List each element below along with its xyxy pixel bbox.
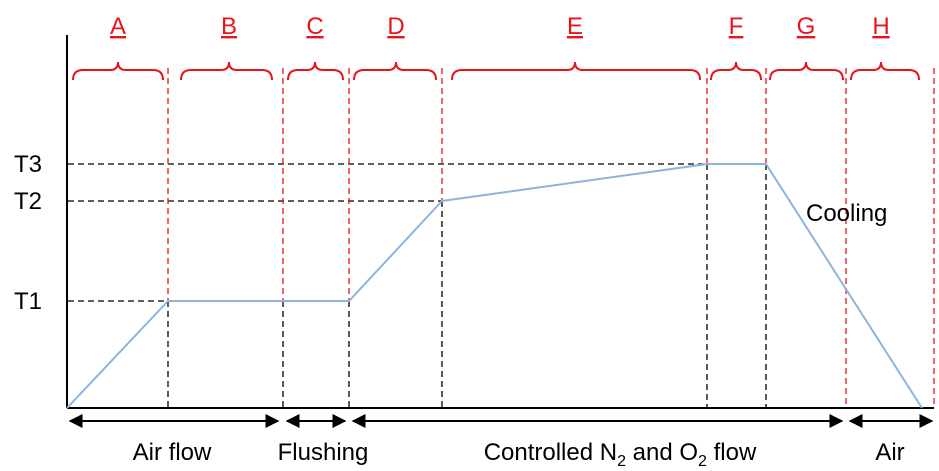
brace-f <box>710 61 762 81</box>
phase-label-controlled-main: Controlled N <box>484 439 617 466</box>
phase-label-controlled-mid: and O <box>626 439 698 466</box>
segment-letter-a: A <box>110 13 126 40</box>
phase-label-flushing: Flushing <box>278 439 369 466</box>
segment-letter-h: H <box>872 13 889 40</box>
cooling-label: Cooling <box>806 200 887 227</box>
brace-g <box>769 61 844 81</box>
phase-label-air-flow: Air flow <box>133 439 212 466</box>
segment-letter-g: G <box>797 13 816 40</box>
segment-braces <box>72 61 920 81</box>
temperature-profile-line <box>66 163 923 409</box>
phase-label-controlled-flow: Controlled N2 and O2 flow <box>484 439 757 470</box>
brace-a <box>72 61 164 81</box>
segment-letter-d: D <box>387 13 404 40</box>
segment-letter-b: B <box>221 13 237 40</box>
segment-boundaries <box>167 68 935 408</box>
segment-letter-c: C <box>306 13 323 40</box>
temp-label-t2: T2 <box>14 188 42 215</box>
brace-c <box>287 61 344 81</box>
temp-label-t3: T3 <box>14 151 42 178</box>
temp-label-t1: T1 <box>14 288 42 315</box>
brace-e <box>451 61 701 81</box>
segment-letter-f: F <box>729 13 744 40</box>
phase-label-controlled-end: flow <box>707 439 757 466</box>
phase-label-controlled-sub1: 2 <box>617 453 626 470</box>
phase-label-controlled-sub2: 2 <box>698 453 707 470</box>
brace-b <box>180 61 273 81</box>
brace-h <box>850 61 920 81</box>
phase-label-air: Air <box>875 439 904 466</box>
brace-d <box>353 61 437 81</box>
segment-letter-e: E <box>567 13 583 40</box>
